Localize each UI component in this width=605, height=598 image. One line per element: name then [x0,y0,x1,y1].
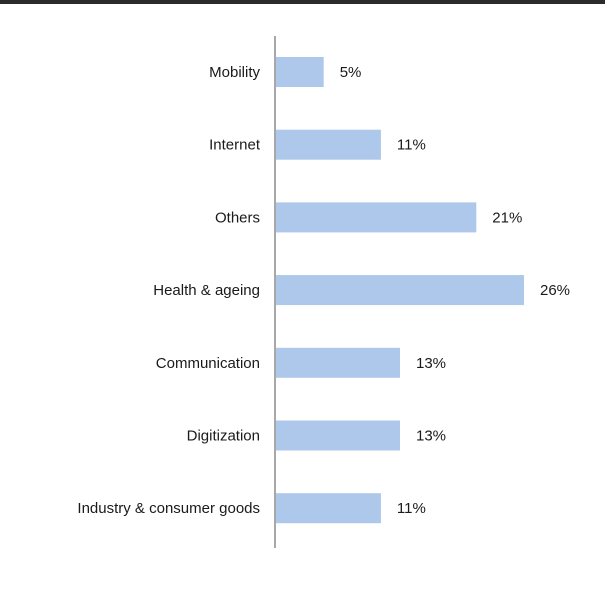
value-label-others: 21% [492,209,522,226]
bar-others [276,202,477,233]
bar-health-ageing [276,275,524,306]
bars-group [276,57,524,524]
value-label-industry-consumer-goods: 11% [397,500,426,517]
bar-internet [276,129,381,160]
bar-digitization [276,420,400,451]
bar-communication [276,347,400,378]
category-label-others: Others [215,209,260,226]
category-label-mobility: Mobility [209,64,260,81]
value-label-mobility: 5% [340,64,362,81]
category-label-digitization: Digitization [187,428,260,445]
category-label-health-ageing: Health & ageing [153,282,260,299]
category-label-industry-consumer-goods: Industry & consumer goods [77,500,260,517]
bar-industry-consumer-goods [276,493,381,524]
value-labels-group: 5% 11% 21% 26% 13% 13% 11% [340,64,570,517]
value-label-health-ageing: 26% [540,282,570,299]
category-label-internet: Internet [209,137,261,154]
category-labels-group: Mobility Internet Others Health & ageing Com… [77,64,260,517]
category-label-communication: Communication [156,355,260,372]
bar-mobility [276,57,324,87]
value-label-communication: 13% [416,355,446,372]
window-top-bar [0,0,605,4]
value-label-digitization: 13% [416,428,446,445]
value-label-internet: 11% [397,137,426,154]
